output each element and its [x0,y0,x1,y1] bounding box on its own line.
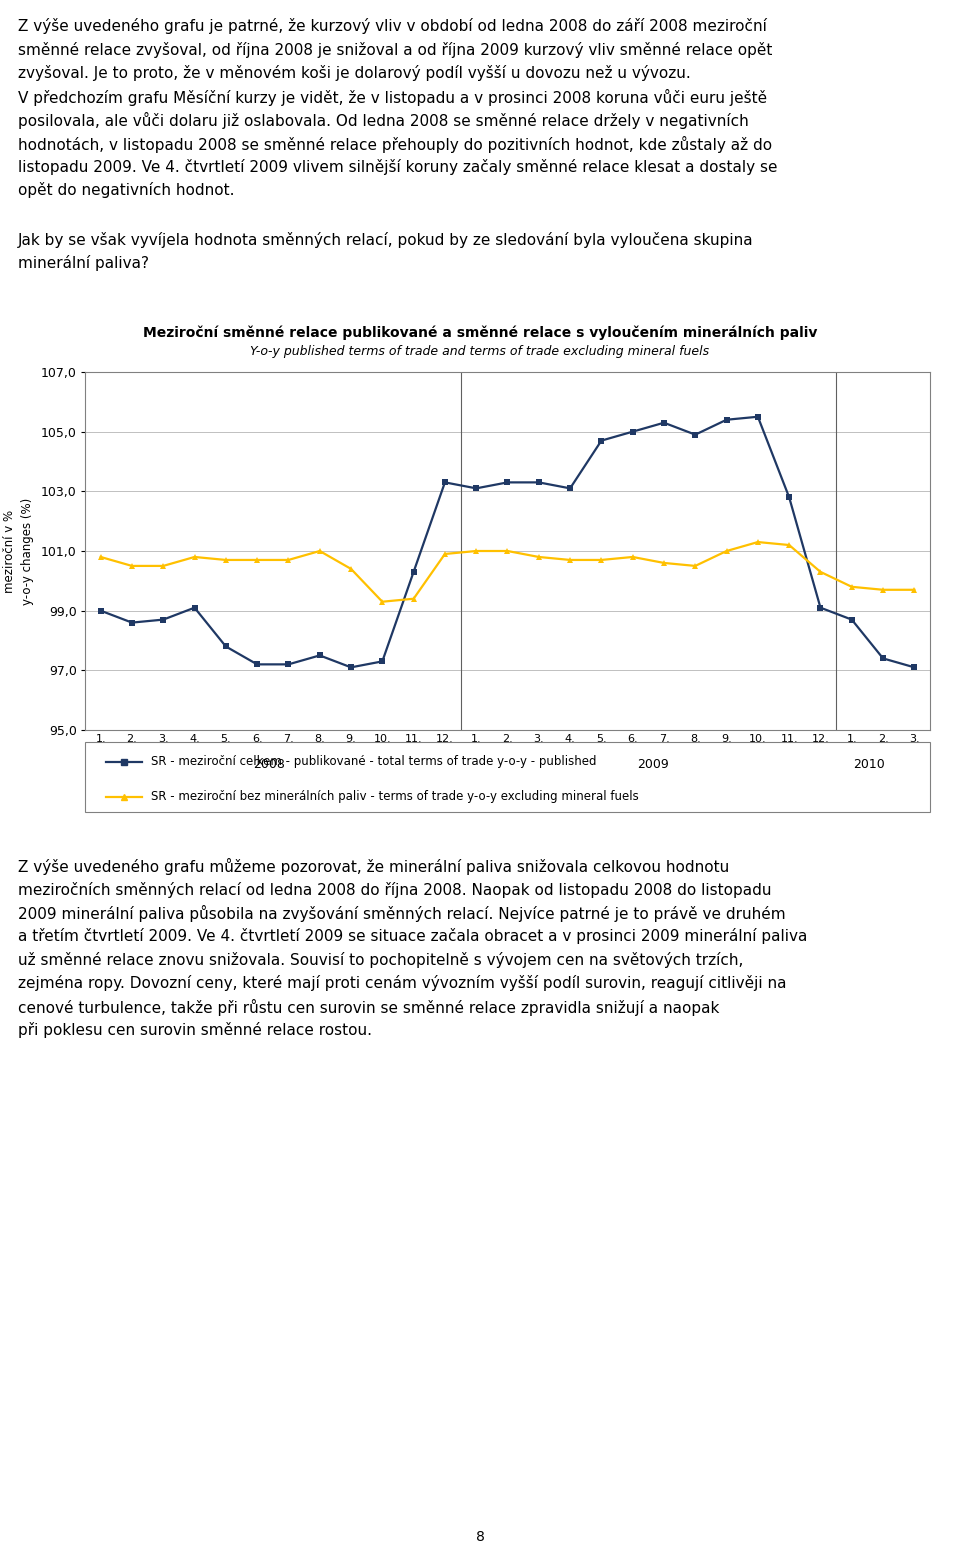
Text: zejména ropy. Dovozní ceny, které mají proti cenám vývozním vyšší podíl surovin,: zejména ropy. Dovozní ceny, které mají p… [18,976,786,991]
Text: meziročních směnných relací od ledna 2008 do října 2008. Naopak od listopadu 200: meziročních směnných relací od ledna 200… [18,881,772,898]
Text: směnné relace zvyšoval, od října 2008 je snižoval a od října 2009 kurzový vliv s: směnné relace zvyšoval, od října 2008 je… [18,42,773,57]
Text: Z výše uvedeného grafu můžeme pozorovat, že minerální paliva snižovala celkovou : Z výše uvedeného grafu můžeme pozorovat,… [18,858,730,875]
Text: opět do negativních hodnot.: opět do negativních hodnot. [18,182,234,199]
Y-axis label: meziroční v %
y-o-y changes (%): meziroční v % y-o-y changes (%) [3,497,34,605]
Text: Meziroční směnné relace publikované a směnné relace s vyloučením minerálních pal: Meziroční směnné relace publikované a sm… [143,325,817,339]
Text: listopadu 2009. Ve 4. čtvrtletí 2009 vlivem silnější koruny začaly směnné relace: listopadu 2009. Ve 4. čtvrtletí 2009 vli… [18,159,778,176]
Text: Y-o-y published terms of trade and terms of trade excluding mineral fuels: Y-o-y published terms of trade and terms… [251,345,709,357]
Text: Jak by se však vyvíjela hodnota směnných relací, pokud by ze sledování byla vylo: Jak by se však vyvíjela hodnota směnných… [18,232,754,247]
Text: V předchozím grafu Měsíční kurzy je vidět, že v listopadu a v prosinci 2008 koru: V předchozím grafu Měsíční kurzy je vidě… [18,89,767,106]
Text: SR - meziroční celkem - publikované - total terms of trade y-o-y - published: SR - meziroční celkem - publikované - to… [151,755,596,768]
Text: SR - meziroční bez minerálních paliv - terms of trade y-o-y excluding mineral fu: SR - meziroční bez minerálních paliv - t… [151,789,638,803]
Text: hodnotách, v listopadu 2008 se směnné relace přehouply do pozitivních hodnot, kd: hodnotách, v listopadu 2008 se směnné re… [18,135,772,152]
Text: 2010: 2010 [852,758,884,771]
Text: a třetím čtvrtletí 2009. Ve 4. čtvrtletí 2009 se situace začala obracet a v pros: a třetím čtvrtletí 2009. Ve 4. čtvrtletí… [18,928,807,945]
Text: 2008: 2008 [253,758,285,771]
Text: 2009: 2009 [637,758,669,771]
Text: minerální paliva?: minerální paliva? [18,255,149,272]
Text: 8: 8 [475,1531,485,1545]
Text: Z výše uvedeného grafu je patrné, že kurzový vliv v období od ledna 2008 do září: Z výše uvedeného grafu je patrné, že kur… [18,19,767,34]
Text: 2009 minerální paliva působila na zvyšování směnných relací. Nejvíce patrné je t: 2009 minerální paliva působila na zvyšov… [18,904,785,922]
Text: posilovala, ale vůči dolaru již oslabovala. Od ledna 2008 se směnné relace držel: posilovala, ale vůči dolaru již oslabova… [18,112,749,129]
Text: už směnné relace znovu snižovala. Souvisí to pochopitelně s vývojem cen na světo: už směnné relace znovu snižovala. Souvis… [18,953,743,968]
Text: zvyšoval. Je to proto, že v měnovém koši je dolarový podíl vyšší u dovozu než u : zvyšoval. Je to proto, že v měnovém koši… [18,65,691,81]
Text: cenové turbulence, takže při růstu cen surovin se směnné relace zpravidla snižuj: cenové turbulence, takže při růstu cen s… [18,999,719,1016]
Text: při poklesu cen surovin směnné relace rostou.: při poklesu cen surovin směnné relace ro… [18,1023,372,1038]
